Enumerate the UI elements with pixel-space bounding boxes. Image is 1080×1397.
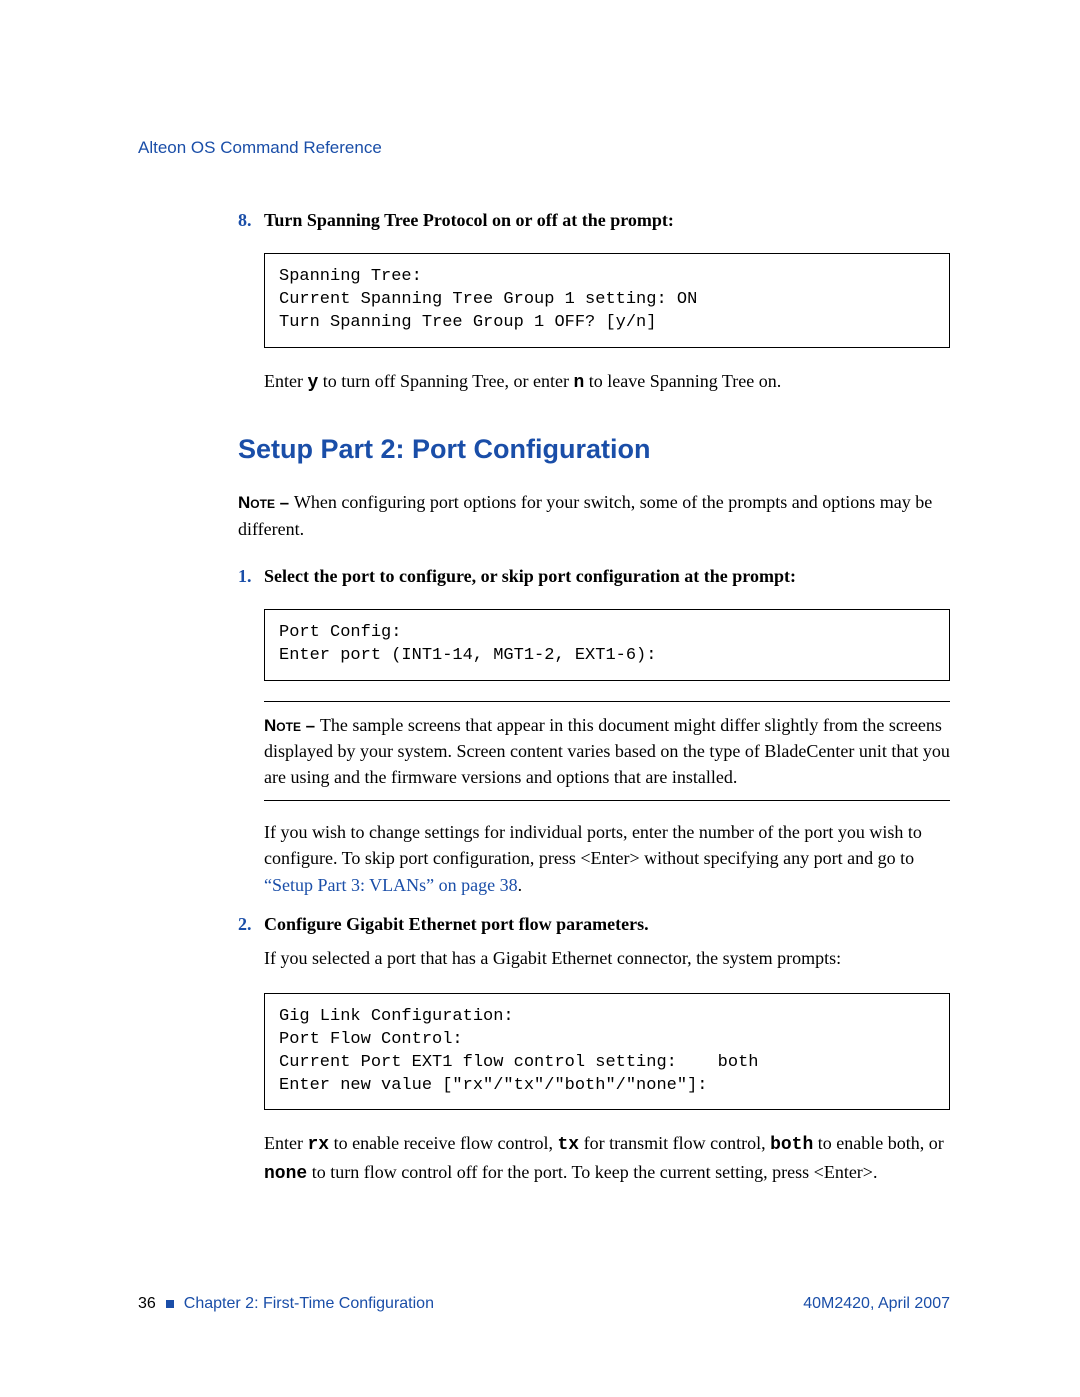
text: to enable both, or xyxy=(813,1133,943,1153)
step-8: 8. Turn Spanning Tree Protocol on or off… xyxy=(238,210,950,231)
step-2: 2. Configure Gigabit Ethernet port flow … xyxy=(238,914,950,935)
inline-code-none: none xyxy=(264,1164,307,1184)
inline-code-n: n xyxy=(573,373,584,393)
inline-code-both: both xyxy=(770,1135,813,1155)
step-number: 1. xyxy=(238,566,264,587)
para-change-settings: If you wish to change settings for indiv… xyxy=(264,819,950,897)
main-content: 8. Turn Spanning Tree Protocol on or off… xyxy=(238,210,950,1187)
code-block-port-config: Port Config: Enter port (INT1-14, MGT1-2… xyxy=(264,609,950,681)
square-icon xyxy=(166,1300,174,1308)
footer-right: 40M2420, April 2007 xyxy=(803,1295,950,1313)
code-block-spanning-tree: Spanning Tree: Current Spanning Tree Gro… xyxy=(264,253,950,348)
text: . xyxy=(518,875,523,895)
text: If you wish to change settings for indiv… xyxy=(264,822,922,868)
step-label: Select the port to configure, or skip po… xyxy=(264,566,796,587)
step-label: Turn Spanning Tree Protocol on or off at… xyxy=(264,210,674,231)
text: to turn off Spanning Tree, or enter xyxy=(318,371,573,391)
note-label: Note – xyxy=(264,716,320,735)
text: for transmit flow control, xyxy=(579,1133,770,1153)
text: to leave Spanning Tree on. xyxy=(584,371,781,391)
document-page: Alteon OS Command Reference 8. Turn Span… xyxy=(0,0,1080,1397)
page-number: 36 xyxy=(138,1295,156,1313)
divider xyxy=(264,701,950,702)
inline-code-y: y xyxy=(307,373,318,393)
running-header: Alteon OS Command Reference xyxy=(138,138,950,158)
inline-code-tx: tx xyxy=(558,1135,580,1155)
text: to turn flow control off for the port. T… xyxy=(307,1162,877,1182)
footer-left: 36 Chapter 2: First-Time Configuration xyxy=(138,1295,434,1313)
section-heading: Setup Part 2: Port Configuration xyxy=(238,434,950,465)
inline-code-rx: rx xyxy=(307,1135,329,1155)
step-8-body: Spanning Tree: Current Spanning Tree Gro… xyxy=(264,253,950,396)
text: Enter xyxy=(264,1133,307,1153)
step-2-intro: If you selected a port that has a Gigabi… xyxy=(264,945,950,971)
text: Enter xyxy=(264,371,307,391)
text: to enable receive flow control, xyxy=(329,1133,557,1153)
step-label: Configure Gigabit Ethernet port flow par… xyxy=(264,914,649,935)
note-text: When configuring port options for your s… xyxy=(238,492,932,539)
step-number: 2. xyxy=(238,914,264,935)
note-label: Note – xyxy=(238,493,294,512)
note-2: Note – The sample screens that appear in… xyxy=(264,712,950,791)
code-block-gig-link: Gig Link Configuration: Port Flow Contro… xyxy=(264,993,950,1111)
step-1-body: Port Config: Enter port (INT1-14, MGT1-2… xyxy=(264,609,950,898)
chapter-title: Chapter 2: First-Time Configuration xyxy=(184,1295,434,1313)
step-2-paragraph: Enter rx to enable receive flow control,… xyxy=(264,1130,950,1186)
page-footer: 36 Chapter 2: First-Time Configuration 4… xyxy=(138,1295,950,1313)
divider xyxy=(264,800,950,801)
step-1: 1. Select the port to configure, or skip… xyxy=(238,566,950,587)
step-8-paragraph: Enter y to turn off Spanning Tree, or en… xyxy=(264,368,950,396)
cross-reference-link[interactable]: “Setup Part 3: VLANs” on page 38 xyxy=(264,875,518,895)
step-number: 8. xyxy=(238,210,264,231)
note-1: Note – When configuring port options for… xyxy=(238,489,950,542)
step-2-body: If you selected a port that has a Gigabi… xyxy=(264,945,950,1187)
note-text: The sample screens that appear in this d… xyxy=(264,715,950,788)
